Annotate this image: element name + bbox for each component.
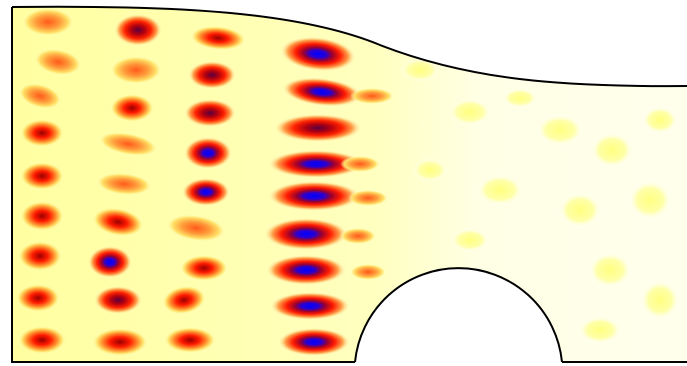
field-blob [184,99,236,127]
field-blob [20,201,64,231]
field-blob [162,285,206,315]
field-blob [350,264,386,280]
field-blob [280,36,356,72]
field-blob [536,114,584,146]
field-blob [18,241,62,271]
field-blob [588,252,632,288]
field-blob [628,180,672,220]
field-blob [92,207,144,237]
top-boundary-curve [11,5,687,88]
field-blob [18,83,62,109]
field-blob [18,326,66,354]
field-blob [164,327,216,353]
field-blob [476,174,524,206]
field-blob [640,280,680,320]
field-blob [188,61,236,89]
field-blob [282,77,362,107]
field-blob [34,48,82,76]
field-blob [558,192,602,228]
field-blob [502,88,538,108]
field-blob [184,137,232,169]
field-blob [268,150,364,178]
field-blob [180,255,228,281]
field-blob [340,156,380,172]
semicircle-hole-boundary [354,267,563,363]
field-blob [348,190,388,206]
field-blobs [16,8,680,356]
field-blob [88,246,132,278]
field-blob [266,255,346,285]
field-blob [110,56,162,84]
field-blob [92,328,148,356]
field-blob [182,178,230,206]
field-blob [110,94,154,122]
field-blob [412,158,448,182]
field-blob [340,228,376,244]
field-blob [448,98,492,126]
field-blob [166,214,226,242]
field-blob [268,181,360,211]
field-blob [190,25,246,51]
field-blob [274,114,362,142]
field-blob [96,172,152,196]
field-blob [278,328,350,356]
field-blob [22,8,74,36]
field-blob [578,316,622,344]
field-blob [20,119,64,147]
field-blob [350,88,394,104]
field-blob [16,284,60,312]
field-blob [400,58,440,82]
field-blob [114,14,162,46]
field-blob [264,218,348,250]
field-blob [642,106,678,134]
field-blob [94,286,142,314]
field-blob [450,228,490,252]
field-blob [20,162,64,190]
field-blob [590,132,634,168]
field-blob [270,292,350,320]
field-blob [98,131,158,157]
